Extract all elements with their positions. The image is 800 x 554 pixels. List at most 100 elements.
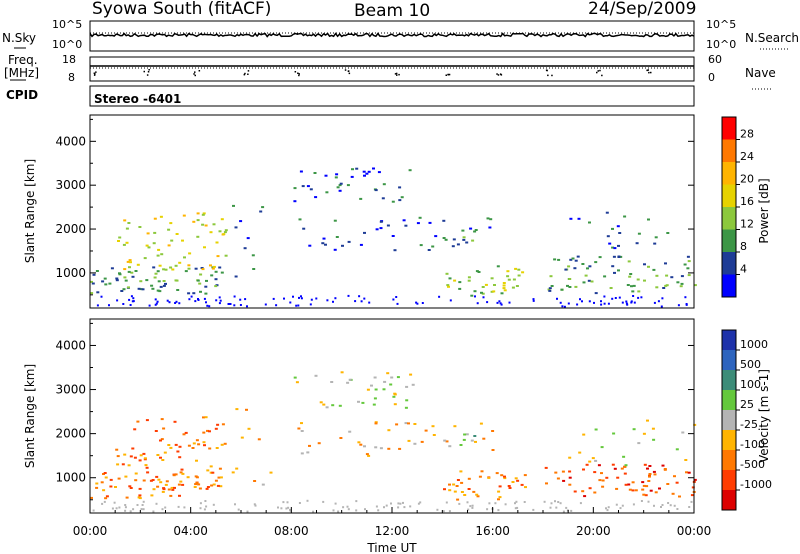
power-echo-cell <box>118 272 121 275</box>
power-echo-cell <box>295 304 298 307</box>
velocity-echo-cell <box>562 510 565 513</box>
velocity-echo-cell <box>282 501 285 504</box>
velocity-echo-cell <box>621 504 624 507</box>
power-echo-cell <box>477 271 481 273</box>
power-echo-cell <box>623 215 627 218</box>
power-echo-cell <box>232 204 235 207</box>
velocity-colorbar-swatch <box>722 350 736 371</box>
velocity-echo-cell <box>631 489 635 492</box>
power-echo-cell <box>123 219 127 222</box>
velocity-echo-cell <box>322 403 326 406</box>
power-echo-cell <box>214 278 218 281</box>
velocity-echo-cell <box>162 427 166 430</box>
power-echo-cell <box>363 174 366 177</box>
power-echo-cell <box>220 218 224 221</box>
velocity-colorbar-swatch <box>722 390 736 411</box>
noise-trace <box>89 32 695 38</box>
velocity-echo-cell <box>317 442 321 445</box>
power-echo-cell <box>514 267 518 270</box>
power-echo-cell <box>489 218 493 221</box>
velocity-echo-cell <box>597 464 601 467</box>
power-echo-cell <box>128 259 132 262</box>
power-echo-cell <box>204 285 208 288</box>
power-echo-cell <box>481 286 485 288</box>
velocity-echo-cell <box>652 438 656 441</box>
velocity-echo-cell <box>181 483 185 486</box>
power-echo-cell <box>192 220 196 223</box>
velocity-echo-cell <box>104 476 108 479</box>
velocity-echo-cell <box>178 456 182 459</box>
velocity-echo-cell <box>673 475 676 478</box>
power-echo-cell <box>101 280 105 283</box>
power-echo-cell <box>155 302 158 305</box>
velocity-echo-cell <box>161 490 165 493</box>
nave-dip-point <box>294 71 297 73</box>
velocity-echo-cell <box>397 506 400 509</box>
velocity-echo-cell <box>340 371 344 374</box>
velocity-echo-cell <box>204 416 208 419</box>
noise-sky-line <box>89 32 695 38</box>
freq-tick-top: 18 <box>62 53 76 66</box>
power-echo-cell <box>630 300 633 303</box>
power-echo-cell <box>563 305 566 308</box>
velocity-echo-cell <box>150 494 154 497</box>
velocity-echo-cell <box>179 480 183 483</box>
power-echo-cell <box>184 270 188 273</box>
velocity-echo-cell <box>647 500 650 503</box>
power-echo-cell <box>162 280 166 282</box>
velocity-echo-cell <box>605 476 609 479</box>
velocity-echo-cell <box>377 509 380 512</box>
velocity-panel: 1000 2000 3000 4000 Slant Range [km] 1000 50… <box>23 318 772 554</box>
velocity-echo-cell <box>277 506 279 509</box>
velocity-echo-cell <box>690 500 693 503</box>
power-echo-cell <box>637 232 641 235</box>
power-echo-cell <box>201 213 205 216</box>
power-echo-cell <box>147 246 151 249</box>
power-echo-cell <box>421 302 424 304</box>
velocity-echo-cell <box>642 493 646 496</box>
velocity-echo-cell <box>342 506 345 509</box>
velocity-echo-cell <box>152 488 156 491</box>
velocity-echo-cell <box>684 459 688 461</box>
power-echo-cell <box>90 292 94 295</box>
velocity-echo-cell <box>465 433 469 436</box>
power-echo-cell <box>561 305 564 308</box>
velocity-echo-cell <box>219 476 223 479</box>
velocity-echo-cell <box>688 506 691 508</box>
power-echo-cell <box>427 249 431 251</box>
velocity-echo-cell <box>497 509 500 512</box>
velocity-echo-cell <box>118 506 121 509</box>
power-echo-cell <box>408 169 412 172</box>
velocity-echo-cell <box>627 483 631 486</box>
power-echo-cell <box>169 266 173 269</box>
velocity-echo-cell <box>300 430 304 432</box>
velocity-echo-cell <box>581 490 585 493</box>
velocity-echo-cell <box>471 504 474 507</box>
velocity-echo-cell <box>497 490 501 493</box>
velocity-echo-cell <box>431 425 435 428</box>
power-echo-cell <box>462 236 466 239</box>
noise-right-tick-bottom: 10^0 <box>706 38 736 51</box>
velocity-echo-cell <box>361 401 365 404</box>
power-echo-cell <box>568 286 572 288</box>
velocity-echo-cell <box>137 496 141 499</box>
nave-dip-point <box>646 69 648 72</box>
power-echo-cell <box>617 269 620 272</box>
power-echo-cell <box>215 241 219 244</box>
power-echo-cell <box>670 276 674 279</box>
power-echo-cell <box>446 284 450 287</box>
power-echo-cell <box>199 290 202 293</box>
velocity-echo-cell <box>261 483 265 486</box>
power-echo-cell <box>174 264 178 267</box>
power-echo-cell <box>283 297 285 300</box>
velocity-echo-cell <box>221 423 225 426</box>
power-echo-cell <box>559 301 562 304</box>
velocity-echo-cell <box>149 479 153 482</box>
velocity-echo-cell <box>172 474 176 477</box>
velocity-echo-cell <box>594 459 598 462</box>
velocity-echo-cell <box>254 504 257 507</box>
velocity-echo-cell <box>646 467 649 470</box>
power-echo-cell <box>219 299 222 302</box>
velocity-echo-cell <box>511 481 515 483</box>
velocity-echo-cell <box>164 483 168 486</box>
